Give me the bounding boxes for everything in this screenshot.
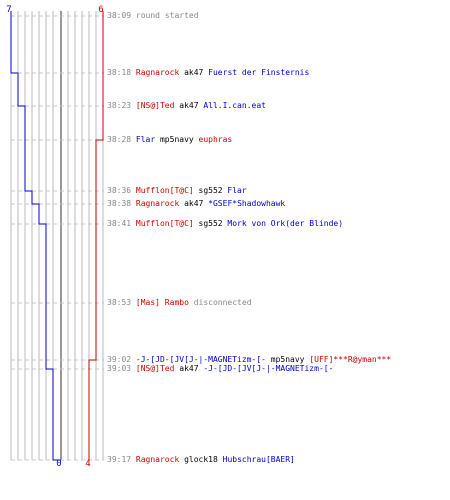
weapon-label: mp5navy <box>155 135 199 144</box>
event-time: 38:53 <box>107 298 136 307</box>
weapon-label: sg552 <box>193 219 228 228</box>
event-time: 38:18 <box>107 68 136 77</box>
event-row: 38:36 Mufflon[T@C] sg552 Flar <box>107 186 247 196</box>
event-row: 38:23 [NS@]Ted ak47 All.I.can.eat <box>107 101 266 111</box>
event-row: 38:38 Ragnarock ak47 *GSEF*Shadowhawk <box>107 199 285 209</box>
weapon-label: sg552 <box>193 186 228 195</box>
event-row: 38:41 Mufflon[T@C] sg552 Mork von Ork(de… <box>107 219 343 229</box>
red-start-count: 6 <box>98 5 103 15</box>
event-time: 38:41 <box>107 219 136 228</box>
weapon-label: ak47 <box>179 199 209 208</box>
event-row: 39:03 [NS@]Ted ak47 -J-[JD-[JV[J-|-MAGNE… <box>107 364 333 374</box>
event-row: 38:28 Flar mp5navy euphras <box>107 135 232 145</box>
player-name: Hubschrau[BAER] <box>222 455 295 464</box>
weapon-label: ak47 <box>179 68 209 77</box>
system-message: round started <box>135 11 199 20</box>
weapon-label: ak47 <box>174 364 204 373</box>
system-message: disconnected <box>188 298 252 307</box>
blue-end-count: 0 <box>56 459 61 469</box>
red-end-count: 4 <box>85 459 90 469</box>
weapon-label: glock18 <box>179 455 223 464</box>
player-name: -J-[JD-[JV[J-|-MAGNETizm-[- <box>203 364 334 373</box>
player-name: euphras <box>198 135 233 144</box>
player-name: -J-[JD-[JV[J-|-MAGNETizm-[- <box>135 355 266 364</box>
player-name: Mufflon[T@C] <box>135 186 194 195</box>
event-time: 39:17 <box>107 455 136 464</box>
event-time: 38:23 <box>107 101 136 110</box>
player-name: *GSEF*Shadowhawk <box>208 199 286 208</box>
player-name: Mufflon[T@C] <box>135 219 194 228</box>
red-team-line <box>88 11 104 460</box>
event-time: 38:09 <box>107 11 136 20</box>
event-row: 39:02 -J-[JD-[JV[J-|-MAGNETizm-[- mp5nav… <box>107 355 391 365</box>
blue-team-line <box>10 11 61 461</box>
event-row: 39:17 Ragnarock glock18 Hubschrau[BAER] <box>107 455 295 465</box>
player-name: Mork von Ork(der Blinde) <box>227 219 344 228</box>
player-name: [UFF]***R@yman*** <box>309 355 392 364</box>
event-row: 38:18 Ragnarock ak47 Fuerst der Finstern… <box>107 68 309 78</box>
weapon-label: ak47 <box>174 101 204 110</box>
event-row: 38:09 round started <box>107 11 199 21</box>
player-name: [NS@]Ted <box>135 364 175 373</box>
player-name: Ragnarock <box>135 455 180 464</box>
event-time: 38:28 <box>107 135 136 144</box>
player-name: Flar <box>227 186 247 195</box>
blue-start-count: 7 <box>6 5 11 15</box>
player-name: Flar <box>135 135 156 144</box>
weapon-label: mp5navy <box>265 355 310 364</box>
player-name: [NS@]Ted <box>135 101 175 110</box>
player-name: Ragnarock <box>135 199 180 208</box>
event-time: 39:03 <box>107 364 136 373</box>
event-time: 38:38 <box>107 199 136 208</box>
player-name: Ragnarock <box>135 68 180 77</box>
event-row: 38:53 [Mas] Rambo disconnected <box>107 298 252 308</box>
player-name: Fuerst der Finsternis <box>208 68 310 77</box>
event-time: 38:36 <box>107 186 136 195</box>
player-name: [Mas] Rambo <box>135 298 189 307</box>
event-time: 39:02 <box>107 355 136 364</box>
player-name: All.I.can.eat <box>203 101 266 110</box>
